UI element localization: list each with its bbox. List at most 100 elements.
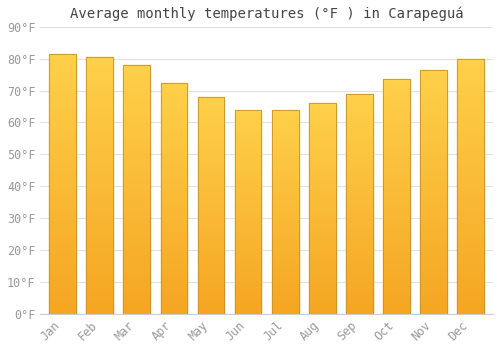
Bar	[309, 280, 336, 282]
Bar	[198, 147, 224, 149]
Bar	[383, 166, 410, 168]
Bar	[309, 308, 336, 310]
Bar	[124, 264, 150, 267]
Bar	[458, 146, 484, 148]
Bar	[124, 77, 150, 80]
Bar	[272, 240, 298, 243]
Bar	[420, 150, 447, 153]
Bar	[309, 192, 336, 194]
Bar	[49, 127, 76, 129]
Bar	[198, 188, 224, 190]
Bar	[272, 261, 298, 263]
Bar	[346, 202, 373, 204]
Bar	[124, 177, 150, 180]
Bar	[346, 303, 373, 305]
Bar	[198, 229, 224, 231]
Bar	[272, 206, 298, 208]
Bar	[383, 89, 410, 91]
Bar	[49, 220, 76, 223]
Bar	[160, 298, 188, 300]
Bar	[383, 293, 410, 295]
Bar	[198, 182, 224, 184]
Bar	[160, 113, 188, 115]
Bar	[272, 243, 298, 244]
Bar	[160, 117, 188, 120]
Bar	[124, 244, 150, 247]
Bar	[160, 110, 188, 113]
Bar	[420, 236, 447, 238]
Bar	[86, 239, 113, 242]
Bar	[235, 263, 262, 265]
Bar	[309, 167, 336, 169]
Bar	[383, 194, 410, 197]
Bar	[124, 217, 150, 219]
Bar	[124, 169, 150, 172]
Bar	[458, 293, 484, 296]
Bar	[160, 295, 188, 298]
Bar	[346, 188, 373, 191]
Bar	[383, 281, 410, 284]
Bar	[124, 105, 150, 107]
Bar	[235, 259, 262, 261]
Bar	[272, 134, 298, 136]
Bar	[160, 154, 188, 156]
Bar	[309, 128, 336, 131]
Bar	[309, 297, 336, 299]
Bar	[458, 209, 484, 212]
Bar	[458, 171, 484, 174]
Bar	[346, 241, 373, 244]
Bar	[198, 136, 224, 138]
Bar	[383, 295, 410, 298]
Bar	[124, 125, 150, 127]
Bar	[458, 219, 484, 222]
Bar	[198, 220, 224, 223]
Bar	[49, 249, 76, 252]
Bar	[272, 169, 298, 171]
Bar	[86, 157, 113, 160]
Bar	[458, 105, 484, 107]
Bar	[49, 158, 76, 161]
Bar	[383, 276, 410, 279]
Bar	[420, 182, 447, 184]
Bar	[160, 272, 188, 274]
Bar	[86, 278, 113, 280]
Bar	[346, 239, 373, 241]
Bar	[272, 218, 298, 220]
Bar	[235, 300, 262, 302]
Bar	[383, 265, 410, 267]
Bar	[458, 166, 484, 168]
Bar	[346, 294, 373, 296]
Bar	[160, 97, 188, 99]
Bar	[383, 131, 410, 133]
Bar	[309, 181, 336, 183]
Bar	[235, 292, 262, 293]
Bar	[272, 140, 298, 142]
Bar	[198, 212, 224, 214]
Bar	[458, 158, 484, 161]
Bar	[420, 258, 447, 260]
Bar	[235, 199, 262, 202]
Bar	[383, 133, 410, 136]
Bar	[198, 251, 224, 253]
Bar	[86, 198, 113, 201]
Bar	[160, 274, 188, 277]
Bar	[346, 276, 373, 279]
Bar	[235, 136, 262, 138]
Bar	[309, 263, 336, 265]
Bar	[160, 233, 188, 235]
Bar	[160, 228, 188, 231]
Bar	[235, 289, 262, 292]
Bar	[49, 62, 76, 64]
Bar	[49, 205, 76, 207]
Bar	[309, 285, 336, 287]
Bar	[124, 107, 150, 110]
Bar	[272, 159, 298, 161]
Bar	[420, 119, 447, 121]
Bar	[86, 162, 113, 165]
Bar	[346, 186, 373, 188]
Bar	[198, 268, 224, 271]
Bar	[383, 288, 410, 290]
Bar	[272, 281, 298, 283]
Bar	[272, 265, 298, 267]
Bar	[86, 78, 113, 80]
